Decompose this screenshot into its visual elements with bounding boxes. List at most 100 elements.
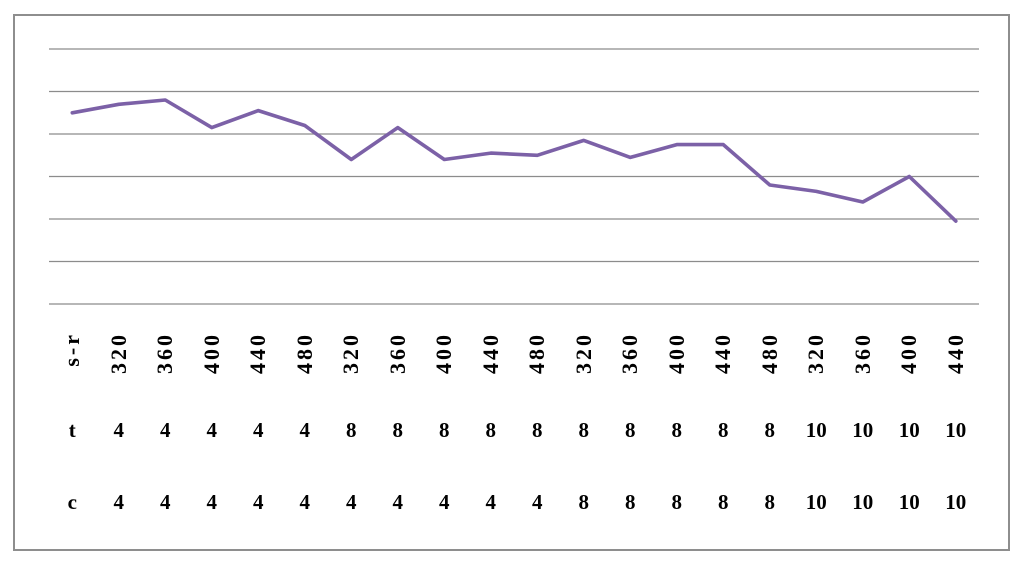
axis-label-t: 4	[189, 420, 236, 446]
axis-label-text: 8	[625, 490, 636, 514]
axis-label-t: 4	[142, 420, 189, 446]
axis-label-t: 8	[375, 420, 422, 446]
axis-label-s-r: 360	[375, 332, 422, 412]
axis-label-text: 4	[299, 418, 311, 442]
axis-label-text: 4	[253, 490, 264, 514]
line-chart-plot	[49, 48, 979, 305]
axis-label-text: 480	[524, 332, 550, 374]
data-line-series-1	[70, 98, 958, 223]
axis-label-text: 4	[392, 490, 404, 514]
axis-label-text: 8	[718, 418, 729, 442]
axis-label-t: 8	[700, 420, 747, 446]
axis-label-c: 10	[933, 492, 980, 518]
axis-label-text: 10	[945, 418, 967, 442]
axis-label-t: 10	[793, 420, 840, 446]
axis-label-text: 10	[852, 490, 874, 514]
axis-label-c: 4	[375, 492, 422, 518]
axis-label-s-r: 440	[468, 332, 515, 412]
axis-label-t: 8	[747, 420, 794, 446]
axis-label-c: 8	[607, 492, 654, 518]
axis-label-text: 4	[113, 490, 125, 514]
axis-label-text: 10	[805, 418, 827, 442]
axis-label-text: t	[68, 418, 76, 442]
axis-label-s-r-header: s-r	[49, 332, 96, 412]
axis-label-text: 360	[849, 332, 875, 374]
axis-label-t: 4	[96, 420, 143, 446]
axis-label-t: 8	[328, 420, 375, 446]
axis-label-s-r: 440	[235, 332, 282, 412]
axis-label-s-r: 440	[700, 332, 747, 412]
axis-label-text: 400	[198, 332, 224, 374]
axis-label-text: 480	[291, 332, 317, 374]
axis-label-text: 320	[105, 332, 131, 374]
axis-label-c: 4	[96, 492, 143, 518]
axis-label-s-r: 320	[793, 332, 840, 412]
axis-label-t: 8	[561, 420, 608, 446]
axis-label-text: 8	[764, 418, 776, 442]
axis-label-c: 4	[189, 492, 236, 518]
axis-label-c: 4	[282, 492, 329, 518]
axis-label-s-r: 320	[96, 332, 143, 412]
axis-label-c: 4	[514, 492, 561, 518]
axis-label-text: 440	[942, 332, 968, 374]
axis-label-text: 8	[578, 418, 590, 442]
axis-label-text: 8	[532, 418, 543, 442]
axis-label-text: 4	[206, 490, 218, 514]
axis-label-text: 8	[439, 418, 450, 442]
axis-label-c: 4	[328, 492, 375, 518]
axis-label-text: 320	[570, 332, 596, 374]
axis-label-t: 8	[421, 420, 468, 446]
axis-label-c: 8	[654, 492, 701, 518]
axis-label-t: 8	[514, 420, 561, 446]
axis-label-s-r: 320	[561, 332, 608, 412]
axis-label-text: 8	[346, 418, 357, 442]
axis-label-text: 4	[439, 490, 450, 514]
axis-label-s-r: 400	[189, 332, 236, 412]
axis-label-text: 320	[803, 332, 829, 374]
axis-label-text: 480	[756, 332, 782, 374]
axis-label-text: 8	[671, 490, 683, 514]
axis-label-text: 400	[896, 332, 922, 374]
axis-label-text: 8	[485, 418, 497, 442]
axis-label-text: 4	[346, 490, 357, 514]
axis-label-t: 10	[886, 420, 933, 446]
axis-label-text: 360	[384, 332, 410, 374]
axis-label-text: 440	[710, 332, 736, 374]
axis-label-text: 360	[152, 332, 178, 374]
axis-label-text: 10	[898, 418, 920, 442]
axis-label-c: 8	[747, 492, 794, 518]
chart-frame: s-r 320 360 400 440 480 320 360 400 440 480 320 360 4…	[13, 14, 1010, 551]
axis-label-t-header: t	[49, 420, 96, 446]
axis-label-text: 4	[160, 490, 171, 514]
axis-label-c: 8	[561, 492, 608, 518]
axis-label-s-r: 480	[747, 332, 794, 412]
axis-label-s-r: 360	[840, 332, 887, 412]
axis-label-s-r: 360	[142, 332, 189, 412]
axis-label-text: s-r	[59, 332, 85, 367]
axis-label-t: 8	[607, 420, 654, 446]
axis-label-text: 440	[477, 332, 503, 374]
axis-label-s-r: 400	[886, 332, 933, 412]
axis-label-text: 8	[392, 418, 404, 442]
axis-label-text: 4	[206, 418, 218, 442]
axis-label-text: 4	[160, 418, 171, 442]
axis-label-c: 4	[235, 492, 282, 518]
axis-label-s-r: 400	[421, 332, 468, 412]
axis-label-c: 4	[142, 492, 189, 518]
axis-label-text: 10	[805, 490, 827, 514]
axis-label-text: 400	[431, 332, 457, 374]
axis-label-text: 4	[532, 490, 543, 514]
axis-label-c-header: c	[49, 492, 96, 518]
axis-label-text: 4	[253, 418, 264, 442]
axis-label-text: 8	[671, 418, 683, 442]
axis-label-c: 10	[886, 492, 933, 518]
axis-label-t: 10	[933, 420, 980, 446]
axis-label-text: 4	[299, 490, 311, 514]
axis-label-t: 4	[282, 420, 329, 446]
axis-label-text: 360	[617, 332, 643, 374]
axis-label-text: 8	[718, 490, 729, 514]
axis-label-t: 8	[468, 420, 515, 446]
axis-label-c: 4	[421, 492, 468, 518]
axis-label-text: 320	[338, 332, 364, 374]
axis-label-text: 8	[764, 490, 776, 514]
